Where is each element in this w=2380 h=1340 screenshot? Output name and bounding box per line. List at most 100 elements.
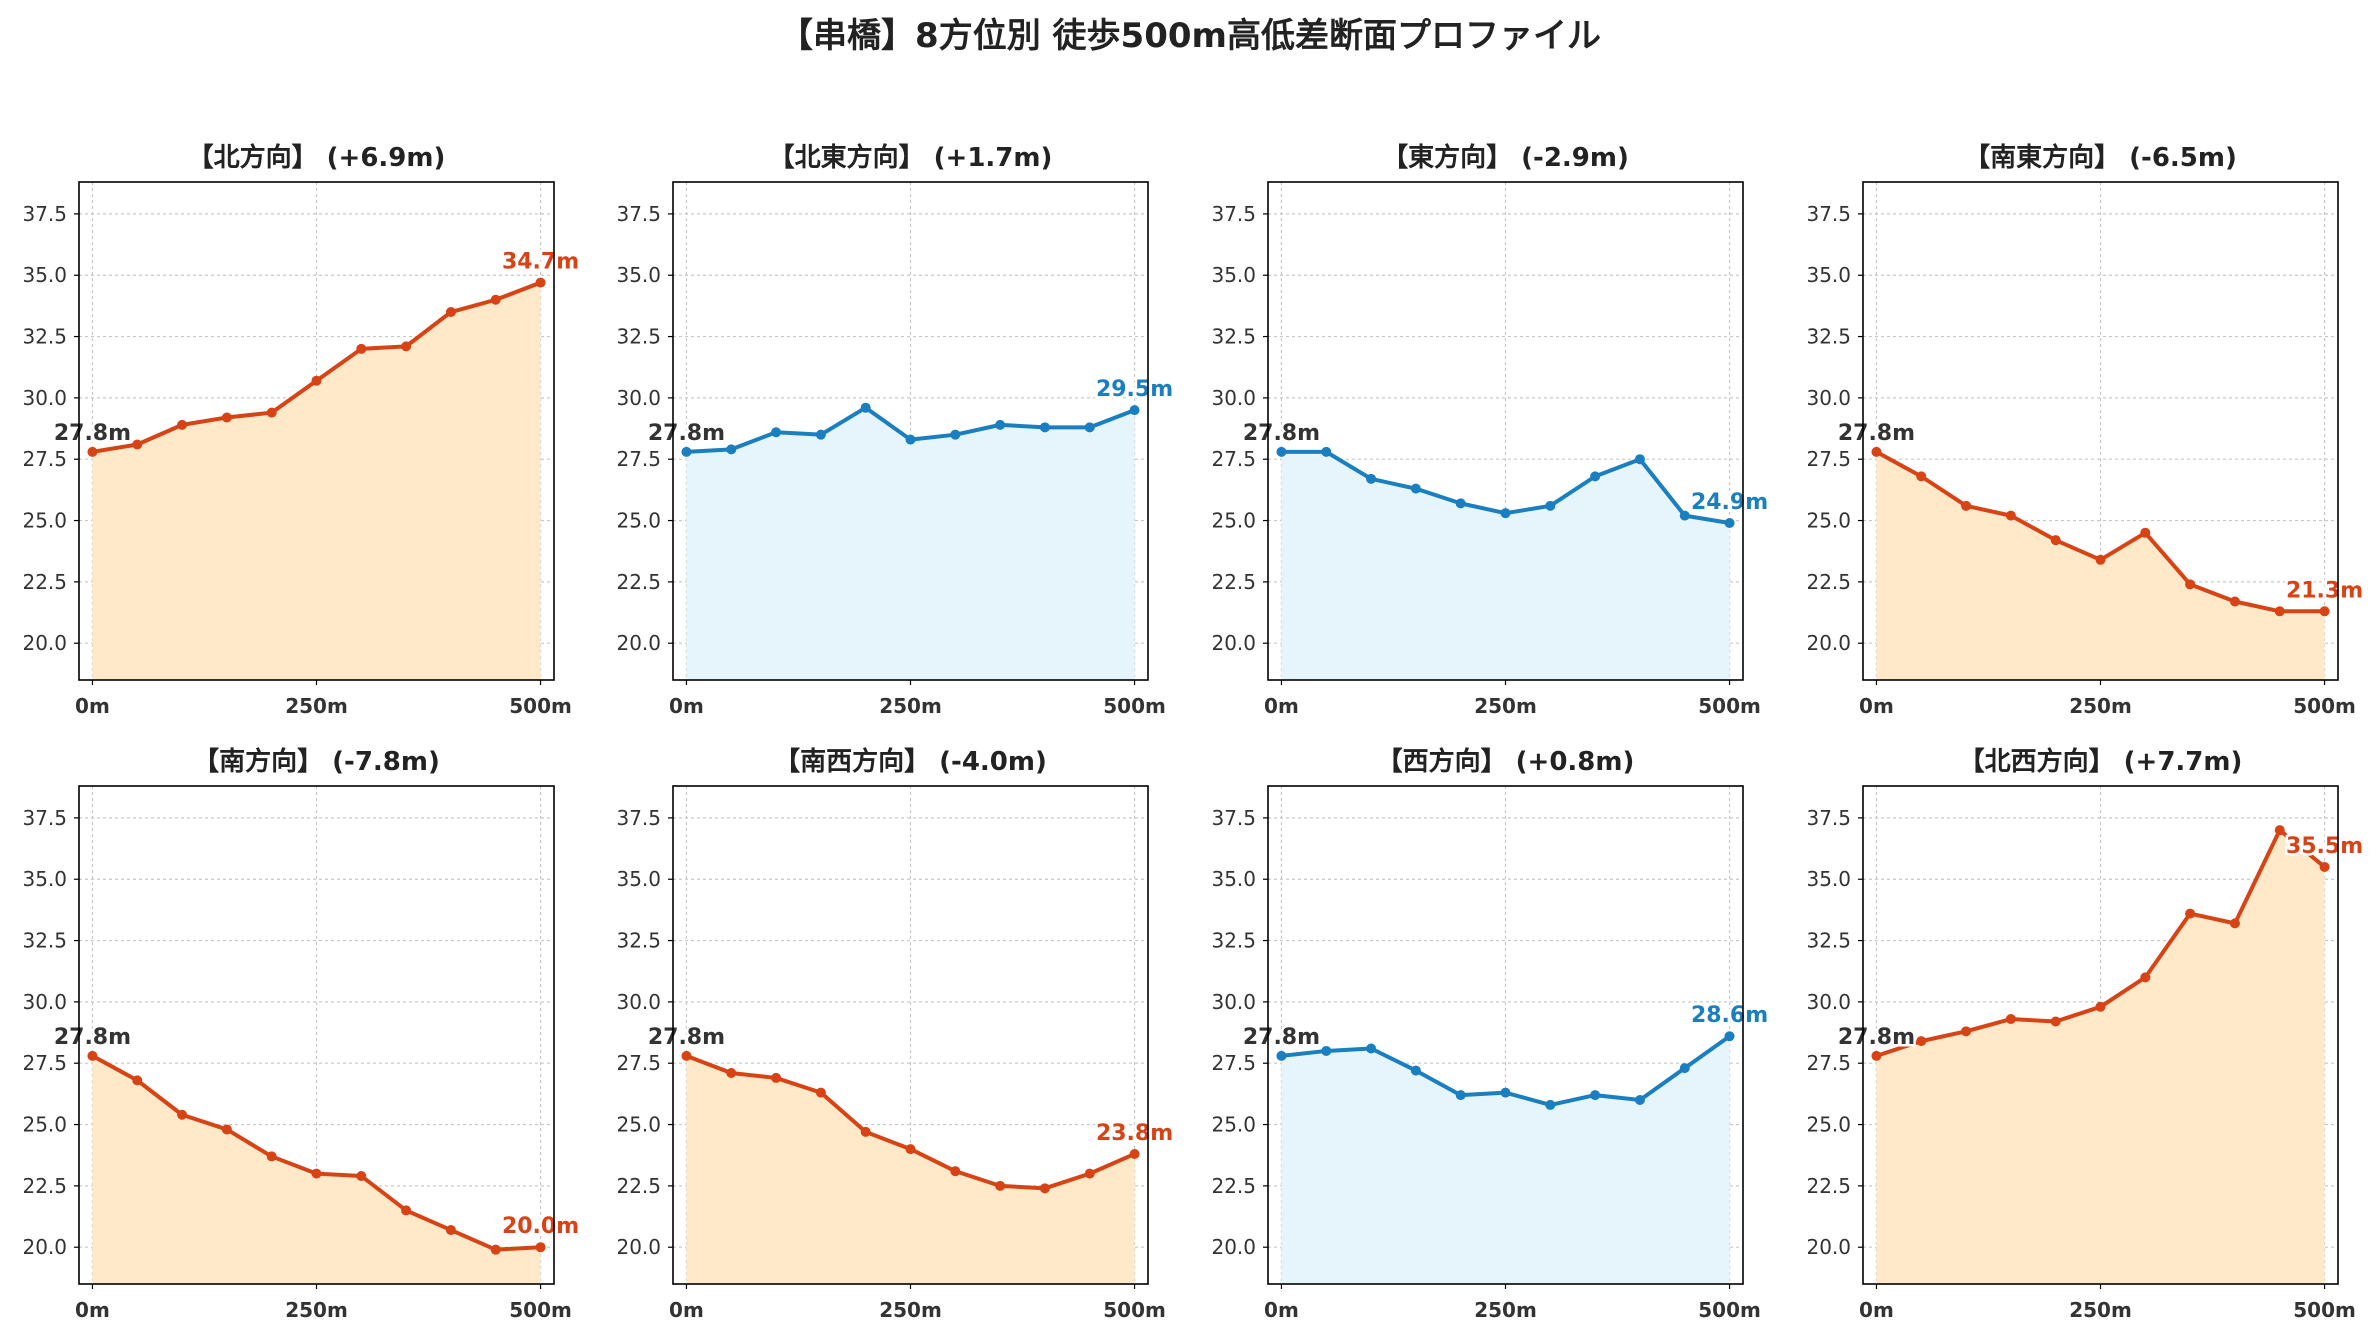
y-tick-label: 22.5 xyxy=(1211,1174,1256,1198)
data-point xyxy=(771,427,782,438)
subplot-6: 【南西方向】 (-4.0m) 20.0 22.5 25.0 27.5 30.0 32.5 35… xyxy=(616,746,1175,1322)
data-point xyxy=(535,1242,546,1253)
data-point xyxy=(445,1225,456,1236)
x-tick-label: 500m xyxy=(509,694,572,718)
y-tick-label: 25.0 xyxy=(1211,1113,1256,1137)
data-point xyxy=(2319,606,2330,617)
y-tick-label: 27.5 xyxy=(22,1051,67,1075)
data-point xyxy=(1634,1095,1645,1106)
data-point xyxy=(356,1171,367,1182)
data-point xyxy=(401,341,412,352)
data-point xyxy=(815,429,826,440)
start-elevation-label: 27.8m xyxy=(1838,421,1915,446)
y-tick-label: 32.5 xyxy=(616,929,661,953)
data-point xyxy=(2005,510,2016,521)
start-elevation-label: 27.8m xyxy=(1243,1025,1320,1050)
subplot-1: 【北方向】 (+6.9m) 20.0 22.5 25.0 27.5 30.0 32.5 35.… xyxy=(22,142,581,718)
subplot-3: 【東方向】 (-2.9m) 20.0 22.5 25.0 27.5 30.0 32.5 35.… xyxy=(1211,142,1770,718)
y-tick-label: 37.5 xyxy=(616,806,661,830)
data-point xyxy=(221,412,232,423)
x-tick-label: 0m xyxy=(75,1298,110,1322)
data-point xyxy=(2140,527,2151,538)
data-point xyxy=(815,1087,826,1098)
x-tick-label: 250m xyxy=(1474,1298,1537,1322)
data-point xyxy=(2229,918,2240,929)
subplot-title: 【北西方向】 (+7.7m) xyxy=(1959,746,2243,777)
data-point xyxy=(2095,1001,2106,1012)
area-fill xyxy=(686,407,1135,680)
x-tick-label: 500m xyxy=(1698,1298,1761,1322)
end-elevation-label: 24.9m xyxy=(1691,490,1768,515)
end-elevation-label: 34.7m xyxy=(502,250,579,275)
y-tick-label: 35.0 xyxy=(1211,263,1256,287)
x-tick-label: 0m xyxy=(1859,1298,1894,1322)
data-point xyxy=(1545,500,1556,511)
data-point xyxy=(905,1144,916,1155)
data-point xyxy=(681,1050,692,1061)
x-tick-label: 250m xyxy=(2069,1298,2132,1322)
data-point xyxy=(1679,1063,1690,1074)
data-point xyxy=(1724,517,1735,528)
y-tick-label: 30.0 xyxy=(22,990,67,1014)
data-point xyxy=(1276,446,1287,457)
y-tick-label: 30.0 xyxy=(1211,386,1256,410)
x-tick-label: 500m xyxy=(1103,694,1166,718)
area-fill xyxy=(1876,830,2325,1284)
y-tick-label: 37.5 xyxy=(22,806,67,830)
data-point xyxy=(311,1168,322,1179)
y-tick-label: 25.0 xyxy=(1211,509,1256,533)
y-tick-label: 22.5 xyxy=(22,1174,67,1198)
start-elevation-label: 27.8m xyxy=(1243,421,1320,446)
data-point xyxy=(266,1151,277,1162)
y-tick-label: 30.0 xyxy=(22,386,67,410)
data-point xyxy=(2274,825,2285,836)
data-point xyxy=(2140,972,2151,983)
y-tick-label: 22.5 xyxy=(616,1174,661,1198)
data-point xyxy=(1321,1045,1332,1056)
y-tick-label: 32.5 xyxy=(1211,325,1256,349)
subplot-title: 【南西方向】 (-4.0m) xyxy=(774,746,1047,777)
x-tick-label: 250m xyxy=(285,1298,348,1322)
data-point xyxy=(1679,510,1690,521)
area-fill xyxy=(1876,451,2325,680)
y-tick-label: 20.0 xyxy=(616,631,661,655)
area-fill xyxy=(92,1055,541,1284)
y-tick-label: 35.0 xyxy=(1806,263,1851,287)
y-tick-label: 20.0 xyxy=(1806,631,1851,655)
data-point xyxy=(1366,473,1377,484)
data-point xyxy=(1084,422,1095,433)
area-fill xyxy=(686,1055,1135,1284)
start-elevation-label: 27.8m xyxy=(54,1025,131,1050)
data-point xyxy=(1129,405,1140,416)
data-point xyxy=(1410,1065,1421,1076)
y-tick-label: 37.5 xyxy=(22,202,67,226)
data-point xyxy=(1039,422,1050,433)
end-elevation-label: 28.6m xyxy=(1691,1003,1768,1028)
y-tick-label: 27.5 xyxy=(1806,1051,1851,1075)
data-point xyxy=(1500,1087,1511,1098)
y-tick-label: 20.0 xyxy=(616,1235,661,1259)
data-point xyxy=(2319,861,2330,872)
y-tick-label: 30.0 xyxy=(616,386,661,410)
y-tick-label: 20.0 xyxy=(22,1235,67,1259)
axes-frame xyxy=(1267,785,1744,1285)
y-tick-label: 30.0 xyxy=(1806,386,1851,410)
data-point xyxy=(995,419,1006,430)
x-tick-label: 0m xyxy=(1859,694,1894,718)
start-elevation-label: 27.8m xyxy=(648,1025,725,1050)
axes-frame xyxy=(672,785,1149,1285)
end-elevation-label: 35.5m xyxy=(2286,834,2363,859)
y-tick-label: 35.0 xyxy=(1211,867,1256,891)
axes-frame xyxy=(78,785,555,1285)
figure-title: 【串橋】8方位別 徒歩500m高低差断面プロファイル xyxy=(779,16,1601,56)
x-tick-label: 250m xyxy=(879,1298,942,1322)
subplot-title: 【北東方向】 (+1.7m) xyxy=(769,142,1053,173)
y-tick-label: 32.5 xyxy=(616,325,661,349)
axes-frame xyxy=(672,181,1149,681)
x-tick-label: 500m xyxy=(1103,1298,1166,1322)
area-fill xyxy=(1281,451,1730,680)
data-point xyxy=(950,1166,961,1177)
y-tick-label: 20.0 xyxy=(1211,631,1256,655)
data-point xyxy=(1961,500,1972,511)
data-point xyxy=(860,402,871,413)
